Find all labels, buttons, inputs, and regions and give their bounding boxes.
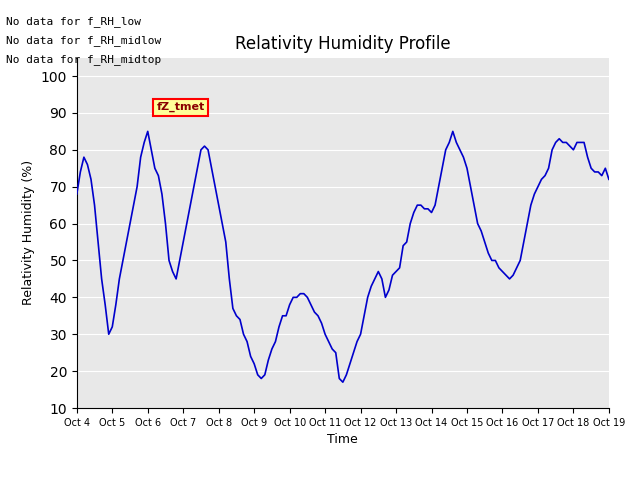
Legend:  bbox=[338, 469, 348, 479]
Y-axis label: Relativity Humidity (%): Relativity Humidity (%) bbox=[22, 160, 35, 305]
Text: No data for f_RH_midlow: No data for f_RH_midlow bbox=[6, 35, 162, 46]
Text: No data for f_RH_midtop: No data for f_RH_midtop bbox=[6, 54, 162, 65]
Text: fZ_tmet: fZ_tmet bbox=[157, 102, 205, 112]
Text: No data for f_RH_low: No data for f_RH_low bbox=[6, 16, 141, 27]
Title: Relativity Humidity Profile: Relativity Humidity Profile bbox=[235, 35, 451, 53]
X-axis label: Time: Time bbox=[328, 433, 358, 446]
